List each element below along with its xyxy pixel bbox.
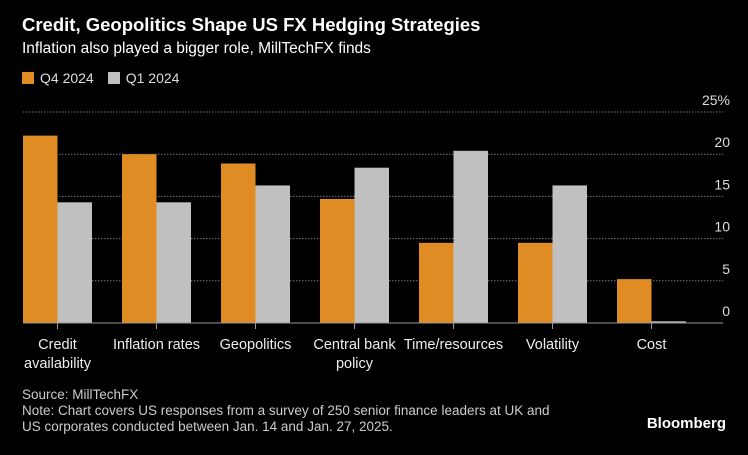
- chart-title: Credit, Geopolitics Shape US FX Hedging …: [22, 14, 481, 35]
- legend: Q4 2024 Q1 2024: [22, 70, 179, 86]
- x-tick-label: Cost: [637, 337, 667, 353]
- bar-q4: [23, 135, 58, 323]
- legend-label-q4: Q4 2024: [40, 70, 94, 86]
- bar-q1: [354, 167, 389, 323]
- bloomberg-logo: Bloomberg: [646, 415, 726, 432]
- note-line-1: Note: Chart covers US responses from a s…: [22, 403, 550, 418]
- x-tick-label: policy: [336, 356, 374, 372]
- legend-item-q4: Q4 2024: [22, 70, 94, 86]
- x-tick-label: Central bank: [313, 337, 396, 353]
- bar-q4: [518, 242, 553, 323]
- legend-label-q1: Q1 2024: [125, 70, 180, 86]
- note-line-2: US corporates conducted between Jan. 14 …: [22, 419, 393, 434]
- bar-q1: [453, 150, 488, 323]
- source-text: Source: MillTechFX: [22, 387, 139, 402]
- bar-q4: [221, 163, 256, 323]
- y-tick-label: 20: [714, 134, 730, 150]
- bar-q4: [617, 279, 652, 323]
- chart-subtitle: Inflation also played a bigger role, Mil…: [22, 40, 371, 57]
- bar-q1: [57, 202, 92, 323]
- x-tick-label: Credit: [38, 337, 77, 353]
- x-tick-label: Time/resources: [404, 337, 503, 353]
- bar-q4: [320, 198, 355, 323]
- bar-q1: [651, 321, 686, 323]
- y-tick-label: 0: [722, 303, 730, 319]
- x-tick-label: availability: [24, 356, 92, 372]
- bar-q4: [419, 242, 454, 323]
- legend-swatch-q4: [22, 72, 34, 84]
- bar-q4: [122, 154, 157, 323]
- y-tick-label: 25%: [702, 92, 730, 108]
- bar-q1: [156, 202, 191, 323]
- y-tick-label: 5: [722, 261, 730, 277]
- legend-swatch-q1: [107, 72, 120, 84]
- x-tick-label: Inflation rates: [113, 337, 200, 353]
- x-tick-label: Geopolitics: [220, 337, 292, 353]
- x-tick-label: Volatility: [526, 337, 580, 353]
- bar-q1: [552, 185, 587, 323]
- legend-item-q1: Q1 2024: [107, 70, 180, 86]
- footer-notes: Source: MillTechFX Note: Chart covers US…: [22, 387, 550, 435]
- bar-q1: [255, 185, 290, 323]
- y-tick-label: 10: [714, 219, 730, 235]
- y-tick-label: 15: [714, 176, 730, 192]
